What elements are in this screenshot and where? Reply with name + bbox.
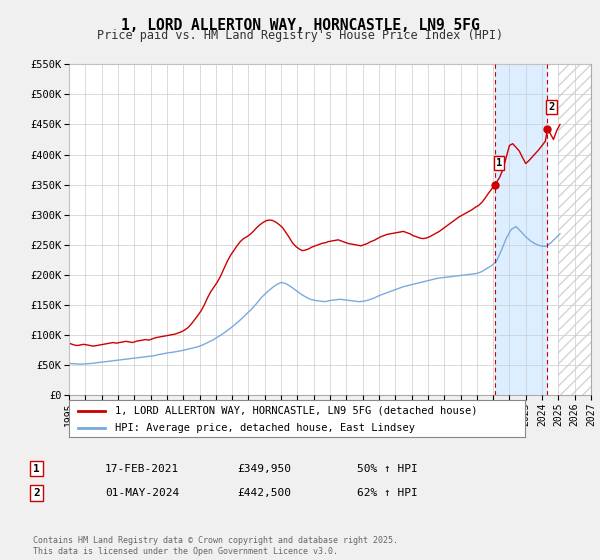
Text: 17-FEB-2021: 17-FEB-2021 xyxy=(105,464,179,474)
Text: 1: 1 xyxy=(33,464,40,474)
Text: 1, LORD ALLERTON WAY, HORNCASTLE, LN9 5FG: 1, LORD ALLERTON WAY, HORNCASTLE, LN9 5F… xyxy=(121,18,479,34)
Text: Contains HM Land Registry data © Crown copyright and database right 2025.
This d: Contains HM Land Registry data © Crown c… xyxy=(33,536,398,556)
Text: 01-MAY-2024: 01-MAY-2024 xyxy=(105,488,179,498)
Bar xyxy=(559,64,591,395)
Text: 1, LORD ALLERTON WAY, HORNCASTLE, LN9 5FG (detached house): 1, LORD ALLERTON WAY, HORNCASTLE, LN9 5F… xyxy=(115,405,477,416)
Text: £442,500: £442,500 xyxy=(237,488,291,498)
Text: 2: 2 xyxy=(33,488,40,498)
Text: 62% ↑ HPI: 62% ↑ HPI xyxy=(357,488,418,498)
Text: 2: 2 xyxy=(548,102,554,112)
Text: HPI: Average price, detached house, East Lindsey: HPI: Average price, detached house, East… xyxy=(115,423,415,433)
Text: £349,950: £349,950 xyxy=(237,464,291,474)
Bar xyxy=(495,64,547,395)
Text: Price paid vs. HM Land Registry's House Price Index (HPI): Price paid vs. HM Land Registry's House … xyxy=(97,29,503,42)
Text: 50% ↑ HPI: 50% ↑ HPI xyxy=(357,464,418,474)
Text: 1: 1 xyxy=(496,158,502,168)
Bar xyxy=(559,64,591,395)
